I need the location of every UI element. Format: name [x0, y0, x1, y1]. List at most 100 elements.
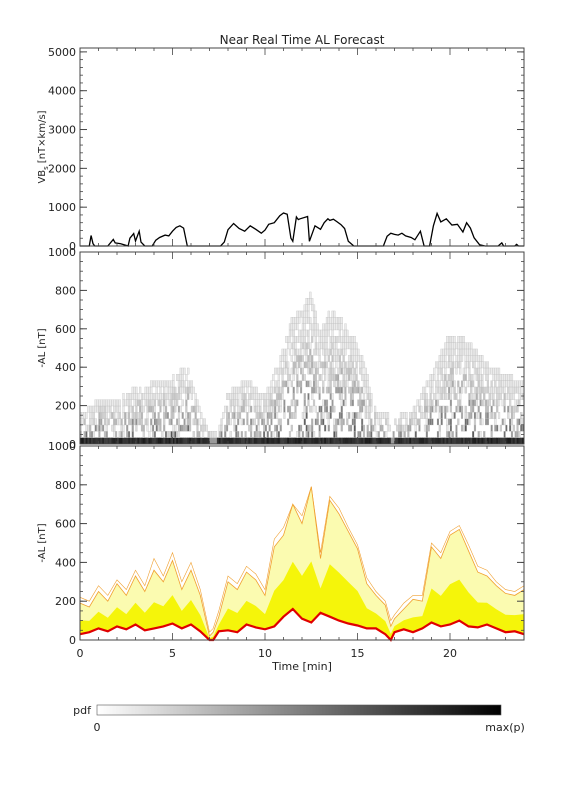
heatmap-cell — [481, 437, 484, 444]
heatmap-cell — [338, 393, 341, 400]
heatmap-cell — [135, 437, 138, 444]
heatmap-cell — [289, 437, 292, 444]
heatmap-cell — [301, 336, 304, 343]
heatmap-cell — [161, 399, 164, 407]
heatmap-cell — [329, 342, 332, 350]
x-tick-label: 0 — [77, 647, 84, 660]
heatmap-cell — [198, 437, 201, 444]
heatmap-cell — [484, 399, 488, 407]
heatmap-cell — [274, 380, 277, 388]
heatmap-cell — [416, 399, 419, 407]
heatmap-cell — [233, 418, 236, 426]
heatmap-cell — [122, 424, 125, 432]
heatmap-cell — [150, 393, 153, 400]
heatmap-cell — [187, 437, 190, 444]
heatmap-cell — [248, 437, 251, 444]
heatmap-cell — [309, 405, 312, 413]
heatmap-cell — [303, 342, 306, 350]
heatmap-cell — [518, 399, 521, 407]
heatmap-cell — [90, 405, 94, 413]
heatmap-cell — [357, 386, 360, 394]
heatmap-cell — [311, 418, 314, 426]
heatmap-cell — [368, 393, 371, 400]
heatmap-cell — [351, 437, 355, 444]
heatmap-cell — [377, 412, 380, 419]
heatmap-cell — [277, 405, 280, 413]
heatmap-cell — [333, 374, 336, 381]
heatmap-cell — [177, 405, 181, 413]
heatmap-cell — [150, 424, 153, 432]
heatmap-cell — [324, 355, 327, 362]
heatmap-cell — [109, 399, 112, 407]
heatmap-cell — [146, 405, 149, 413]
heatmap-cell — [337, 437, 340, 444]
heatmap-cell — [320, 342, 323, 350]
heatmap-cell — [318, 361, 321, 369]
heatmap-cell — [181, 374, 184, 381]
heatmap-cell — [518, 431, 521, 438]
heatmap-cell — [342, 361, 345, 369]
heatmap-cell — [486, 361, 489, 369]
heatmap-cell — [399, 412, 403, 419]
heatmap-cell — [336, 323, 340, 331]
heatmap-cell — [361, 424, 364, 432]
heatmap-cell — [177, 386, 181, 394]
heatmap-cell — [172, 386, 175, 394]
heatmap-cell — [320, 361, 323, 369]
heatmap-cell — [462, 424, 465, 432]
heatmap-cell — [87, 424, 90, 432]
heatmap-cell — [457, 405, 460, 413]
heatmap-cell — [122, 437, 125, 444]
heatmap-cell — [113, 418, 116, 426]
heatmap-cell — [484, 367, 488, 375]
heatmap-cell — [509, 386, 512, 394]
heatmap-cell — [336, 367, 340, 375]
heatmap-cell — [440, 386, 443, 394]
heatmap-cell — [361, 355, 364, 362]
heatmap-cell — [251, 393, 255, 400]
heatmap-cell — [272, 399, 275, 407]
heatmap-cell — [459, 342, 462, 350]
heatmap-cell — [153, 418, 156, 426]
heatmap-cell — [301, 317, 304, 324]
heatmap-cell — [353, 342, 356, 350]
heatmap-cell — [470, 380, 473, 388]
heatmap-cell — [155, 386, 158, 394]
heatmap-cell — [481, 355, 484, 362]
heatmap-cell — [324, 323, 327, 331]
heatmap-cell — [353, 348, 356, 356]
heatmap-cell — [468, 399, 471, 407]
y-tick-label: 3000 — [48, 124, 76, 137]
heatmap-cell — [468, 393, 471, 400]
heatmap-cell — [129, 418, 132, 426]
heatmap-cell — [399, 418, 403, 426]
heatmap-cell — [340, 348, 343, 356]
heatmap-cell — [472, 437, 475, 444]
heatmap-cell — [512, 424, 515, 432]
heatmap-cell — [283, 405, 286, 413]
heatmap-cell — [462, 437, 466, 444]
heatmap-cell — [270, 437, 273, 444]
heatmap-cell — [318, 405, 321, 413]
heatmap-cell — [148, 399, 151, 407]
heatmap-cell — [312, 304, 316, 312]
heatmap-cell — [447, 355, 451, 362]
heatmap-cell — [423, 412, 427, 419]
heatmap-cell — [192, 386, 195, 394]
heatmap-cell — [139, 399, 142, 407]
heatmap-cell — [257, 399, 260, 407]
heatmap-cell — [322, 361, 325, 369]
heatmap-cell — [447, 361, 451, 369]
heatmap-cell — [270, 418, 273, 426]
heatmap-cell — [479, 386, 482, 394]
heatmap-cell — [214, 431, 218, 438]
heatmap-cell — [431, 399, 434, 407]
heatmap-cell — [283, 348, 286, 356]
heatmap-cell — [333, 323, 336, 331]
heatmap-cell — [346, 342, 349, 350]
heatmap-cell — [283, 437, 286, 444]
heatmap-cell — [333, 317, 336, 324]
heatmap-cell — [250, 424, 253, 432]
heatmap-cell — [312, 386, 316, 394]
